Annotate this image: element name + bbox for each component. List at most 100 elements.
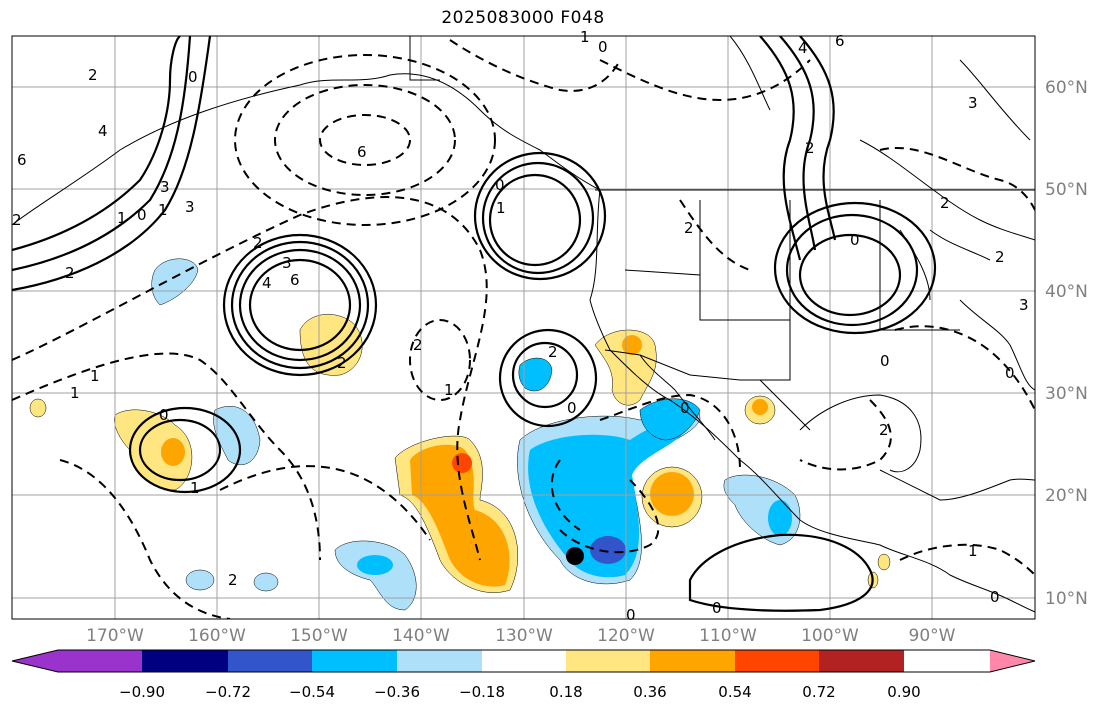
contour-label: 3 bbox=[160, 178, 170, 196]
shade-negative-mexico-core bbox=[768, 500, 792, 536]
colorbar-segment bbox=[650, 650, 735, 672]
colorbar-tick: 0.36 bbox=[633, 683, 667, 701]
lon-label-110w: 110°W bbox=[699, 626, 757, 646]
contour-label: 0 bbox=[1005, 364, 1015, 382]
colorbar-tick: 0.72 bbox=[802, 683, 836, 701]
lon-label-140w: 140°W bbox=[392, 626, 450, 646]
shade-negative-baja bbox=[639, 398, 701, 441]
shade-positive-red bbox=[452, 453, 472, 473]
shade-positive-small1 bbox=[29, 398, 47, 418]
contour-label: 0 bbox=[159, 406, 169, 424]
colorbar-segment bbox=[482, 650, 566, 672]
contour-label: 1 bbox=[968, 542, 978, 560]
coastlines bbox=[12, 36, 1035, 613]
colorbar-segment bbox=[142, 650, 228, 672]
contour-label: 2 bbox=[337, 354, 347, 372]
shade-negative-blue bbox=[590, 536, 626, 564]
colorbar-segment bbox=[228, 650, 312, 672]
contour-label: 2 bbox=[548, 343, 558, 361]
contour-label: 0 bbox=[495, 176, 505, 194]
colorbar-tick: −0.72 bbox=[205, 683, 251, 701]
colorbar-segment bbox=[566, 650, 650, 672]
shade-negative-hawaii-core bbox=[357, 555, 393, 575]
contour-label-group: 0 6 4 1 3 2 0 4 6 2 1 1 0 2 4 3 6 2 2 1 … bbox=[12, 28, 1029, 624]
colorbar-segment bbox=[397, 650, 482, 672]
shade-negative-small1 bbox=[185, 569, 215, 591]
zero-line-south bbox=[688, 533, 874, 612]
weather-map: 0 6 4 1 3 2 0 4 6 2 1 1 0 2 4 3 6 2 2 1 … bbox=[11, 28, 1036, 624]
shade-positive-westmost-core bbox=[161, 438, 185, 466]
colorbar-tick: −0.54 bbox=[289, 683, 335, 701]
lat-label-50n: 50°N bbox=[1045, 180, 1088, 200]
contour-label: 4 bbox=[98, 122, 108, 140]
contour-label: 2 bbox=[12, 211, 22, 229]
lon-label-170w: 170°W bbox=[86, 626, 144, 646]
contour-label: 2 bbox=[805, 139, 815, 157]
colorbar-tick: 0.90 bbox=[887, 683, 921, 701]
low-center-north bbox=[473, 151, 607, 281]
low-center-east bbox=[773, 201, 937, 335]
ridge-line-north bbox=[12, 36, 181, 252]
contour-label: 0 bbox=[567, 399, 577, 417]
contour-label: 2 bbox=[65, 264, 75, 282]
shade-negative-cyan bbox=[528, 417, 690, 578]
shade-negative-hawaii bbox=[334, 540, 417, 611]
colorbar-tick: −0.18 bbox=[459, 683, 505, 701]
shade-negative-small2 bbox=[253, 572, 279, 592]
dashed-contours bbox=[12, 39, 1035, 619]
map-title: 2025083000 F048 bbox=[441, 8, 605, 28]
contour-label: 1 bbox=[496, 199, 506, 217]
colorbar-tick: −0.90 bbox=[119, 683, 165, 701]
lon-label-160w: 160°W bbox=[188, 626, 246, 646]
contour-label: 6 bbox=[290, 271, 300, 289]
colorbar-extend-high bbox=[990, 650, 1035, 672]
contour-label: 1 bbox=[158, 201, 168, 219]
contour-label: 0 bbox=[712, 599, 722, 617]
contour-label: 0 bbox=[598, 38, 608, 56]
lat-label-30n: 30°N bbox=[1045, 384, 1088, 404]
lon-label-100w: 100°W bbox=[801, 626, 859, 646]
contour-label: 0 bbox=[680, 399, 690, 417]
graticule bbox=[12, 36, 1035, 619]
low-center-west bbox=[222, 233, 378, 377]
contour-label: 6 bbox=[357, 143, 367, 161]
colorbar-segment bbox=[819, 650, 904, 672]
lat-label-60n: 60°N bbox=[1045, 78, 1088, 98]
shade-positive-orange bbox=[410, 444, 510, 587]
ridge-line-east bbox=[759, 36, 802, 261]
shade-positive-midpacific-core bbox=[650, 472, 694, 516]
low-center-mid bbox=[498, 328, 598, 428]
colorbar-segment bbox=[58, 650, 142, 672]
storm-position-marker bbox=[566, 547, 584, 565]
contour-label: 0 bbox=[850, 231, 860, 249]
contour-label: 1 bbox=[70, 384, 80, 402]
colorbar-segment bbox=[312, 650, 397, 672]
lat-label-20n: 20°N bbox=[1045, 486, 1088, 506]
shade-negative-lowcenter bbox=[518, 357, 553, 392]
contour-label: 2 bbox=[995, 248, 1005, 266]
contour-label: 2 bbox=[88, 66, 98, 84]
contour-label: 1 bbox=[90, 367, 100, 385]
contour-label: 1 bbox=[580, 28, 590, 46]
shade-positive-small2 bbox=[877, 553, 891, 571]
contour-label: 0 bbox=[188, 68, 198, 86]
lon-label-150w: 150°W bbox=[290, 626, 348, 646]
contour-label: 0 bbox=[626, 606, 636, 624]
colorbar bbox=[11, 649, 1036, 673]
contour-label: 1 bbox=[190, 479, 200, 497]
colorbar-extend-low bbox=[12, 650, 58, 672]
shade-positive-westmost bbox=[114, 409, 193, 491]
lon-label-90w: 90°W bbox=[908, 626, 956, 646]
contour-label: 6 bbox=[17, 151, 27, 169]
shade-positive-southwest-core bbox=[622, 335, 642, 355]
colorbar-tick: −0.36 bbox=[374, 683, 420, 701]
contour-label: 3 bbox=[282, 254, 292, 272]
contour-label: 2 bbox=[413, 336, 423, 354]
lat-label-10n: 10°N bbox=[1045, 589, 1088, 609]
contour-label: 2 bbox=[879, 421, 889, 439]
low-center-sw bbox=[128, 406, 242, 494]
contour-label: 0 bbox=[137, 206, 147, 224]
contour-lines bbox=[12, 36, 937, 612]
contour-label: 4 bbox=[262, 274, 272, 292]
contour-label: 1 bbox=[117, 209, 127, 227]
